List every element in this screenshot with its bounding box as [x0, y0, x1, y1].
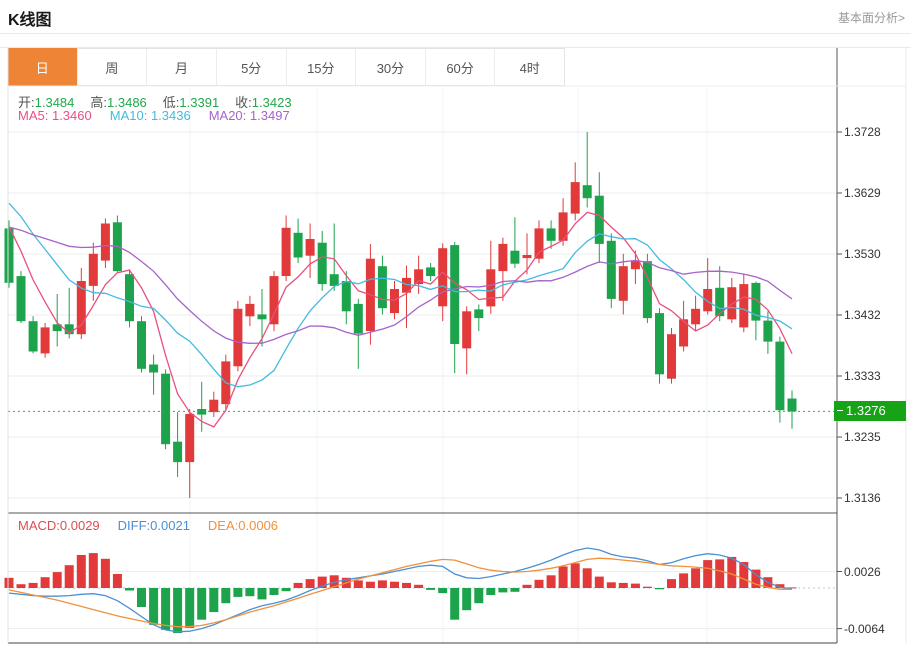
- diff-value-legend: DIFF:0.0021: [117, 518, 190, 533]
- page-title: K线图: [8, 12, 52, 29]
- macd-value-legend: MACD:0.0029: [18, 518, 100, 533]
- ohlc-legend: 开:1.3484 高:1.3486 低:1.3391 收:1.3423: [18, 92, 308, 111]
- ma-legend: MA5: 1.3460 MA10: 1.3436 MA20: 1.3497: [18, 108, 290, 123]
- high-label: 高:: [90, 95, 108, 110]
- close-value: 1.3423: [251, 95, 292, 110]
- open-label: 开:: [18, 95, 35, 110]
- fundamental-analysis-link[interactable]: 基本面分析>: [837, 11, 905, 25]
- macd-axis-label: 0.0026: [844, 564, 881, 579]
- price-axis-label: 1.3432: [844, 308, 881, 322]
- toolbar-divider: [0, 47, 911, 48]
- price-axis-label: 1.3629: [844, 186, 881, 200]
- tab-5min[interactable]: 5分: [217, 49, 287, 85]
- ma5-legend: MA5: 1.3460: [18, 108, 92, 123]
- macd-legend: MACD:0.0029 DIFF:0.0021 DEA:0.0006: [18, 518, 278, 533]
- tab-4hour[interactable]: 4时: [519, 60, 540, 76]
- low-value: 1.3391: [179, 95, 220, 110]
- period-tabbar: 日 周 月 5分 15分 30分 60分 4时: [8, 48, 565, 86]
- header-divider: [0, 33, 911, 34]
- price-axis-label: 1.3728: [844, 125, 881, 139]
- tab-30min[interactable]: 30分: [356, 49, 426, 85]
- price-axis-label: 1.3530: [844, 247, 881, 261]
- open-value: 1.3484: [34, 95, 75, 110]
- tab-week[interactable]: 周: [78, 49, 148, 85]
- macd-axis-label: -0.0064: [844, 621, 885, 636]
- price-axis-label: 1.3136: [844, 491, 881, 505]
- dea-value-legend: DEA:0.0006: [207, 518, 279, 533]
- price-axis-label: 1.3235: [844, 430, 881, 444]
- tab-month[interactable]: 月: [147, 49, 217, 85]
- low-label: 低:: [162, 95, 180, 110]
- ma10-legend: MA10: 1.3436: [109, 108, 191, 123]
- price-axis-label: 1.3333: [844, 369, 881, 383]
- current-price-tag: 1.3276: [834, 401, 906, 422]
- ma20-legend: MA20: 1.3497: [208, 108, 290, 123]
- tab-15min[interactable]: 15分: [287, 49, 357, 85]
- tab-60min[interactable]: 60分: [426, 49, 496, 85]
- high-value: 1.3486: [107, 95, 147, 110]
- close-label: 收:: [235, 95, 252, 110]
- tab-day[interactable]: 日: [8, 48, 78, 86]
